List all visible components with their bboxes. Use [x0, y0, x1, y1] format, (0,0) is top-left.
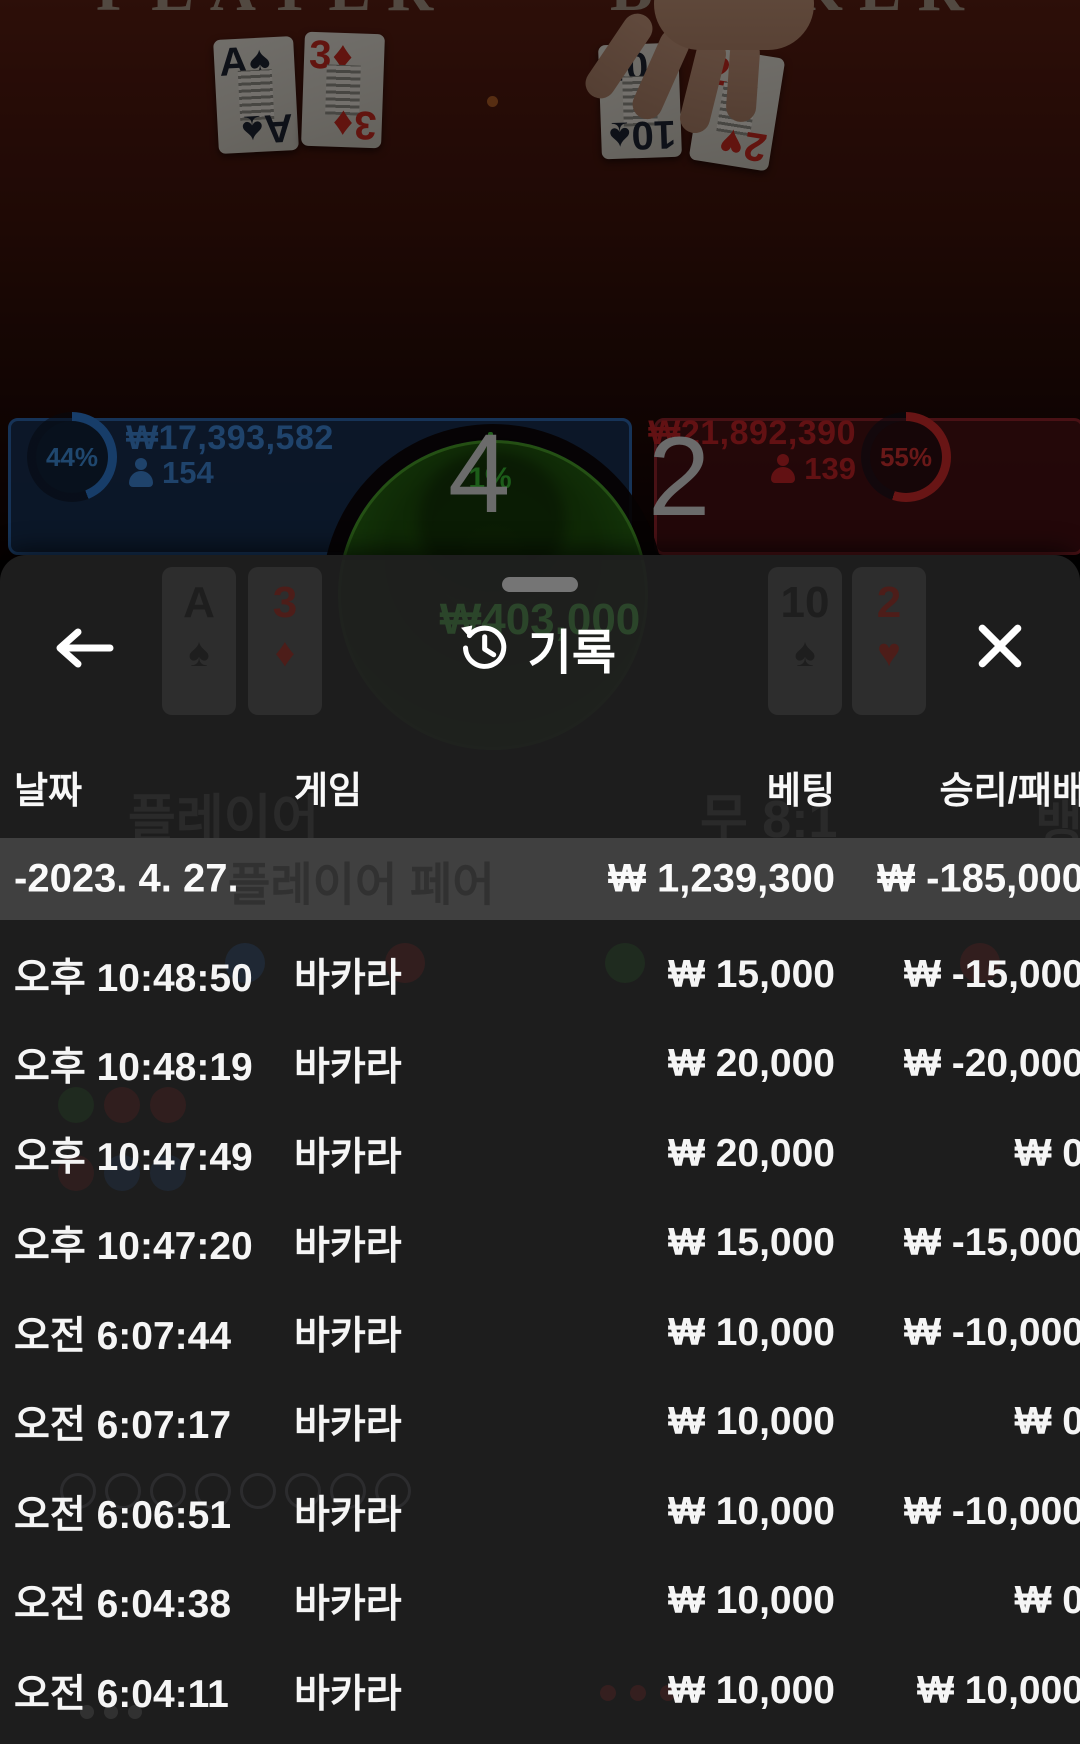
ghost-card: 10 ♠: [768, 567, 842, 715]
history-row[interactable]: 오전 6:04:11 바카라 ₩ 10,000 ₩ 10,000: [0, 1646, 1080, 1736]
background-artifact: [285, 1473, 321, 1509]
col-date: 날짜: [14, 770, 83, 811]
page-title: 기록: [527, 627, 616, 680]
background-artifact: [225, 943, 265, 983]
ghost-total-bet: ₩403,000: [439, 595, 641, 644]
history-panel: A♠ 3♦ 10♠ 2♥ ₩403,000 플레이어 무 8:1 뱅커 기록: [0, 555, 1080, 1744]
background-artifact: [630, 1685, 646, 1701]
col-result: 승리/패배: [939, 770, 1080, 811]
row-result: ₩ -10,000: [904, 1310, 1080, 1354]
row-bet: ₩ 10,000: [668, 1668, 835, 1712]
background-artifact: [150, 1087, 186, 1123]
col-bet: 베팅: [766, 770, 835, 811]
background-artifact: [600, 1685, 616, 1701]
history-row[interactable]: 오전 6:07:17 바카라 ₩ 10,000 ₩ 0: [0, 1378, 1080, 1468]
summary-result: ₩ -185,000: [877, 856, 1080, 901]
row-bet: ₩ 15,000: [668, 952, 835, 996]
background-artifact: [104, 1705, 118, 1719]
background-artifact: [330, 1473, 366, 1509]
row-game: 바카라: [294, 1225, 402, 1269]
background-artifact: [660, 1685, 676, 1701]
background-artifact: [195, 1473, 231, 1509]
ghost-card: 3 ♦: [248, 567, 322, 715]
sheet-title: 기록: [458, 613, 616, 683]
background-artifact: [105, 1473, 141, 1509]
row-result: ₩ -10,000: [904, 1489, 1080, 1533]
history-row[interactable]: 오후 10:48:50 바카라 ₩ 15,000 ₩ -15,000: [0, 930, 1080, 1020]
history-row[interactable]: 오후 10:47:20 바카라 ₩ 15,000 ₩ -15,000: [0, 1199, 1080, 1289]
history-row[interactable]: 오후 10:48:19 바카라 ₩ 20,000 ₩ -20,000: [0, 1020, 1080, 1110]
background-artifact: [60, 1473, 96, 1509]
background-artifact: [104, 1155, 140, 1191]
game-background: PLAYER BANKER A♠ A♠ 3♦ 3♦ 10♠ 10♠ 2♥ 2♥: [0, 0, 1080, 750]
row-result: ₩ 0: [1014, 1131, 1080, 1175]
row-game: 바카라: [294, 1314, 402, 1358]
back-arrow-icon: [56, 628, 114, 668]
row-bet: ₩ 10,000: [668, 1579, 835, 1623]
row-time: 오후 10:48:19: [14, 1046, 253, 1090]
row-result: ₩ 0: [1014, 1400, 1080, 1444]
drag-handle[interactable]: [502, 577, 578, 592]
row-game: 바카라: [294, 1404, 402, 1448]
date-summary-row[interactable]: 플레이어 페어 -2023. 4. 27. ₩ 1,239,300 ₩ -185…: [0, 838, 1080, 920]
row-result: ₩ -20,000: [904, 1042, 1080, 1086]
row-bet: ₩ 10,000: [668, 1310, 835, 1354]
row-result: ₩ -15,000: [904, 1221, 1080, 1265]
row-bet: ₩ 10,000: [668, 1489, 835, 1533]
row-time: 오후 10:47:20: [14, 1225, 253, 1269]
table-header: 날짜 게임 베팅 승리/패배: [0, 760, 1080, 811]
background-artifact: [58, 1155, 94, 1191]
row-bet: ₩ 10,000: [668, 1400, 835, 1444]
ghost-pair-label: 플레이어 페어: [228, 858, 495, 911]
row-game: 바카라: [294, 1493, 402, 1537]
background-artifact: [58, 1087, 94, 1123]
row-time: 오전 6:07:44: [14, 1314, 232, 1358]
summary-date: -2023. 4. 27.: [14, 856, 239, 901]
row-time: 오전 6:07:17: [14, 1404, 232, 1448]
background-artifact: [150, 1473, 186, 1509]
row-time: 오전 6:04:38: [14, 1583, 232, 1627]
row-time: 오후 10:48:50: [14, 956, 253, 1000]
row-bet: ₩ 15,000: [668, 1221, 835, 1265]
background-artifact: [605, 943, 645, 983]
ghost-card: A ♠: [162, 567, 236, 715]
background-artifact: [385, 943, 425, 983]
background-artifact: [240, 1473, 276, 1509]
history-row[interactable]: 오전 6:04:38 바카라 ₩ 10,000 ₩ 0: [0, 1557, 1080, 1647]
row-time: 오후 10:47:49: [14, 1135, 253, 1179]
modal-dim-overlay: [0, 0, 1080, 560]
history-icon: [461, 625, 507, 669]
row-bet: ₩ 20,000: [668, 1042, 835, 1086]
row-result: ₩ 10,000: [917, 1668, 1080, 1712]
background-artifact: [104, 1087, 140, 1123]
row-time: 오전 6:04:11: [14, 1672, 229, 1716]
row-game: 바카라: [294, 1583, 402, 1627]
back-button[interactable]: [52, 623, 122, 673]
row-game: 바카라: [294, 1046, 402, 1090]
background-artifact: [960, 943, 1000, 983]
history-row[interactable]: 오전 6:06:51 바카라 ₩ 10,000 ₩ -10,000: [0, 1467, 1080, 1557]
history-row[interactable]: 오후 10:47:49 바카라 ₩ 20,000 ₩ 0: [0, 1109, 1080, 1199]
row-result: ₩ 0: [1014, 1579, 1080, 1623]
row-game: 바카라: [294, 1672, 402, 1716]
row-result: ₩ -15,000: [904, 952, 1080, 996]
row-game: 바카라: [294, 1135, 402, 1179]
background-artifact: [375, 1473, 411, 1509]
background-artifact: [150, 1155, 186, 1191]
row-bet: ₩ 20,000: [668, 1131, 835, 1175]
col-game: 게임: [294, 770, 363, 811]
history-rows[interactable]: 오후 10:48:50 바카라 ₩ 15,000 ₩ -15,000 오후 10…: [0, 930, 1080, 1736]
ghost-card: 2 ♥: [852, 567, 926, 715]
close-icon: [978, 624, 1022, 668]
row-game: 바카라: [294, 956, 402, 1000]
close-button[interactable]: [974, 617, 1036, 675]
background-artifact: [128, 1705, 142, 1719]
background-artifact: [80, 1705, 94, 1719]
history-row[interactable]: 오전 6:07:44 바카라 ₩ 10,000 ₩ -10,000: [0, 1288, 1080, 1378]
summary-bet: ₩ 1,239,300: [608, 856, 835, 901]
row-time: 오전 6:06:51: [14, 1493, 232, 1537]
